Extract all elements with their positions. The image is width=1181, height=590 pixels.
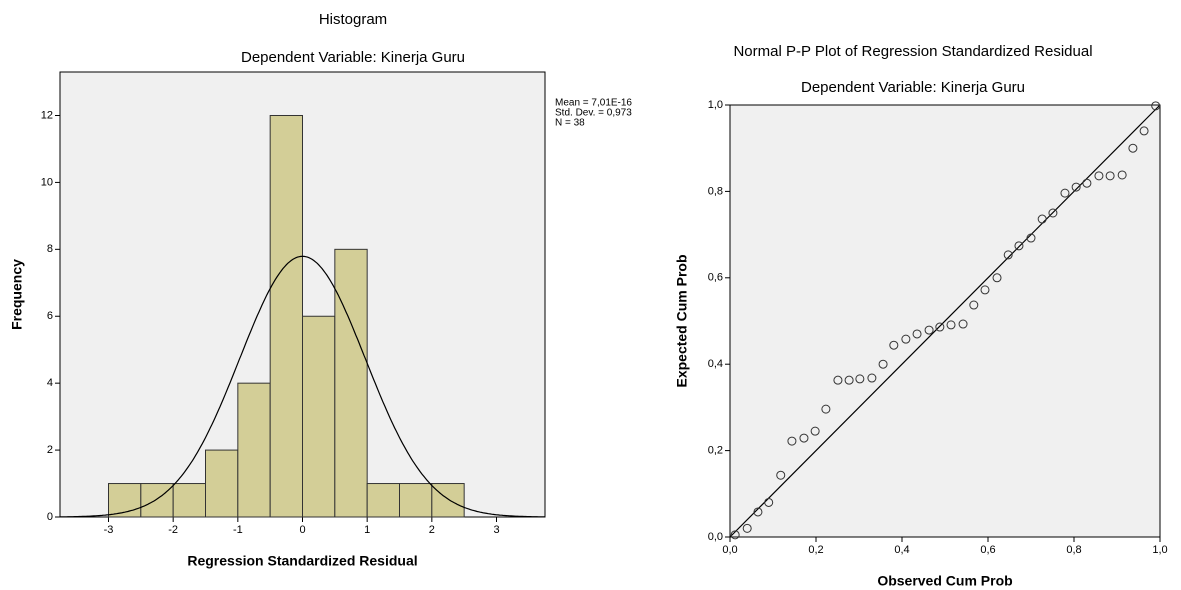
point [935,322,945,332]
y-tick-label: 0 [47,511,53,523]
reference-line [729,104,1161,538]
stat-label: Mean = 7,01E-16 [555,98,632,109]
x-tick-label: 0,0 [722,544,737,556]
x-tick-label: 0 [299,524,305,536]
point [799,433,809,443]
chart-title: Histogram [319,11,387,28]
y-axis-label: Frequency [9,259,25,330]
x-tick-label: -1 [233,524,243,536]
point [1128,143,1138,153]
stat-label: N = 38 [555,118,585,129]
y-tick-label: 0,2 [708,445,723,457]
point [1003,250,1013,260]
point [1151,101,1161,111]
y-tick-label: 6 [47,310,53,322]
bar [140,483,174,518]
point [1014,241,1024,251]
point [889,340,899,350]
point [730,530,740,540]
point [1117,170,1127,180]
point [833,375,843,385]
chart-subtitle: Dependent Variable: Kinerja Guru [801,79,1025,96]
y-tick-label: 0,8 [708,185,723,197]
point [946,320,956,330]
point [878,359,888,369]
y-tick-label: 0,6 [708,272,723,284]
normal-curve [60,255,545,518]
y-tick-label: 0,4 [708,358,723,370]
point [992,273,1002,283]
x-tick-label: -3 [104,524,114,536]
chart-subtitle: Dependent Variable: Kinerja Guru [241,49,465,66]
y-axis-label: Expected Cum Prob [674,254,690,387]
point [1094,171,1104,181]
y-tick-label: 2 [47,444,53,456]
x-tick-label: 0,6 [980,544,995,556]
point [1071,182,1081,192]
x-tick-label: 2 [429,524,435,536]
point [1037,214,1047,224]
x-tick-label: -2 [168,524,178,536]
y-tick-label: 8 [47,243,53,255]
point [810,426,820,436]
point [1048,208,1058,218]
x-tick-label: 0,2 [808,544,823,556]
bar [399,483,433,518]
bar [366,483,400,518]
point [1026,233,1036,243]
stat-label: Std. Dev. = 0,973 [555,108,632,119]
y-tick-label: 12 [41,109,53,121]
point [753,507,763,517]
x-tick-label: 1 [364,524,370,536]
bar [237,382,271,518]
point [821,404,831,414]
point [1139,126,1149,136]
bar [431,483,465,518]
x-tick-label: 0,8 [1066,544,1081,556]
point [855,374,865,384]
bar [302,315,336,518]
y-tick-label: 1,0 [708,99,723,111]
bar [269,114,303,518]
bar [334,248,368,518]
point [912,329,922,339]
point [901,334,911,344]
bar [172,483,207,518]
point [1060,188,1070,198]
x-tick-label: 1,0 [1152,544,1167,556]
point [742,523,752,533]
x-tick-label: 0,4 [894,544,909,556]
y-tick-label: 10 [41,176,53,188]
point [969,300,979,310]
point [958,319,968,329]
x-axis-label: Regression Standardized Residual [187,553,417,569]
x-axis-label: Observed Cum Prob [877,573,1012,589]
point [924,325,934,335]
point [844,375,854,385]
point [787,436,797,446]
y-tick-label: 4 [47,377,53,389]
point [764,497,774,507]
chart-title: Normal P-P Plot of Regression Standardiz… [733,43,1092,60]
bar [205,449,239,518]
point [1082,178,1092,188]
point [1105,171,1115,181]
point [867,373,877,383]
x-tick-label: 3 [493,524,499,536]
point [980,285,990,295]
point [776,470,786,480]
y-tick-label: 0,0 [708,531,723,543]
